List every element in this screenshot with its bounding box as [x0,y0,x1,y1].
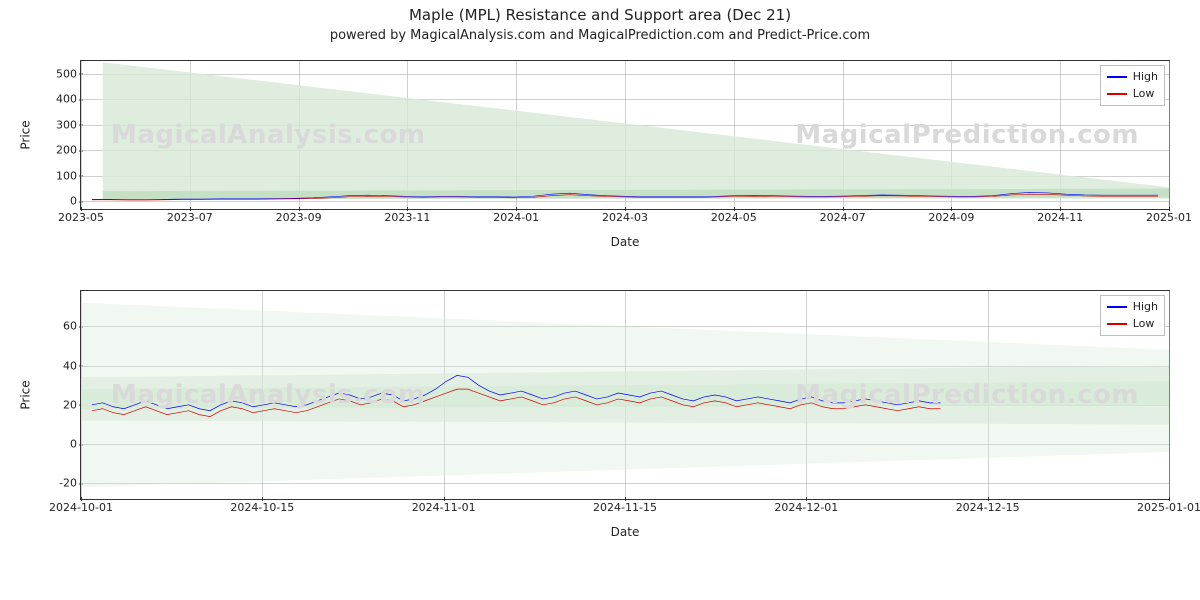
top-chart: Price 0100200300400500 MagicalAnalysis.c… [80,60,1170,210]
x-tick: 2024-12-01 [774,501,838,514]
legend-row-high-2: High [1107,299,1158,316]
top-x-axis-label: Date [611,235,640,249]
y-tick: 300 [33,118,77,131]
x-tick: 2024-01 [493,211,539,224]
y-tick: 20 [33,398,77,411]
top-x-axis: 2023-052023-072023-092023-112024-012024-… [81,209,1169,231]
y-tick: -20 [33,477,77,490]
bottom-legend: High Low [1100,295,1165,336]
bottom-plot-area: MagicalAnalysis.com MagicalPrediction.co… [81,291,1169,499]
legend-label-low: Low [1133,86,1155,103]
legend-label-low-2: Low [1133,316,1155,333]
y-tick: 60 [33,320,77,333]
chart-subtitle: powered by MagicalAnalysis.com and Magic… [0,28,1200,43]
x-tick: 2024-12-15 [956,501,1020,514]
y-tick: 200 [33,144,77,157]
legend-swatch-low [1107,93,1127,95]
y-tick: 100 [33,169,77,182]
top-y-axis: 0 100 200 300 400 500 [33,61,77,209]
top-plot-area: MagicalAnalysis.com MagicalPrediction.co… [81,61,1169,209]
x-tick: 2024-05 [711,211,757,224]
x-tick: 2024-10-01 [49,501,113,514]
legend-swatch-low [1107,323,1127,325]
x-tick: 2025-01-01 [1137,501,1200,514]
x-tick: 2023-05 [58,211,104,224]
legend-row-low-2: Low [1107,316,1158,333]
top-y-axis-label: Price [19,120,33,149]
legend-swatch-high [1107,76,1127,78]
x-tick: 2024-03 [602,211,648,224]
y-tick: 40 [33,359,77,372]
chart-title: Maple (MPL) Resistance and Support area … [0,6,1200,24]
page-root: Maple (MPL) Resistance and Support area … [0,0,1200,600]
title-block: Maple (MPL) Resistance and Support area … [0,0,1200,43]
legend-label-high: High [1133,69,1158,86]
y-tick: 500 [33,67,77,80]
x-tick: 2025-01 [1146,211,1192,224]
y-tick: 400 [33,93,77,106]
top-plot-svg [81,61,1169,209]
bottom-plot-svg [81,291,1169,499]
bottom-x-axis-label: Date [611,525,640,539]
x-tick: 2024-10-15 [230,501,294,514]
x-tick: 2024-07 [820,211,866,224]
bottom-y-axis: -20 0 20 40 60 [33,291,77,499]
top-legend: High Low [1100,65,1165,106]
legend-row-low: Low [1107,86,1158,103]
y-tick: 0 [33,195,77,208]
x-tick: 2023-11 [384,211,430,224]
legend-row-high: High [1107,69,1158,86]
y-tick: 0 [33,438,77,451]
x-tick: 2023-07 [167,211,213,224]
legend-label-high-2: High [1133,299,1158,316]
bottom-chart: Price -200204060 MagicalAnalysis.com Mag… [80,290,1170,500]
x-tick: 2024-11-01 [412,501,476,514]
bottom-y-axis-label: Price [19,380,33,409]
x-tick: 2023-09 [276,211,322,224]
x-tick: 2024-11 [1037,211,1083,224]
x-tick: 2024-09 [928,211,974,224]
bottom-x-axis: 2024-10-012024-10-152024-11-012024-11-15… [81,499,1169,521]
x-tick: 2024-11-15 [593,501,657,514]
legend-swatch-high [1107,306,1127,308]
